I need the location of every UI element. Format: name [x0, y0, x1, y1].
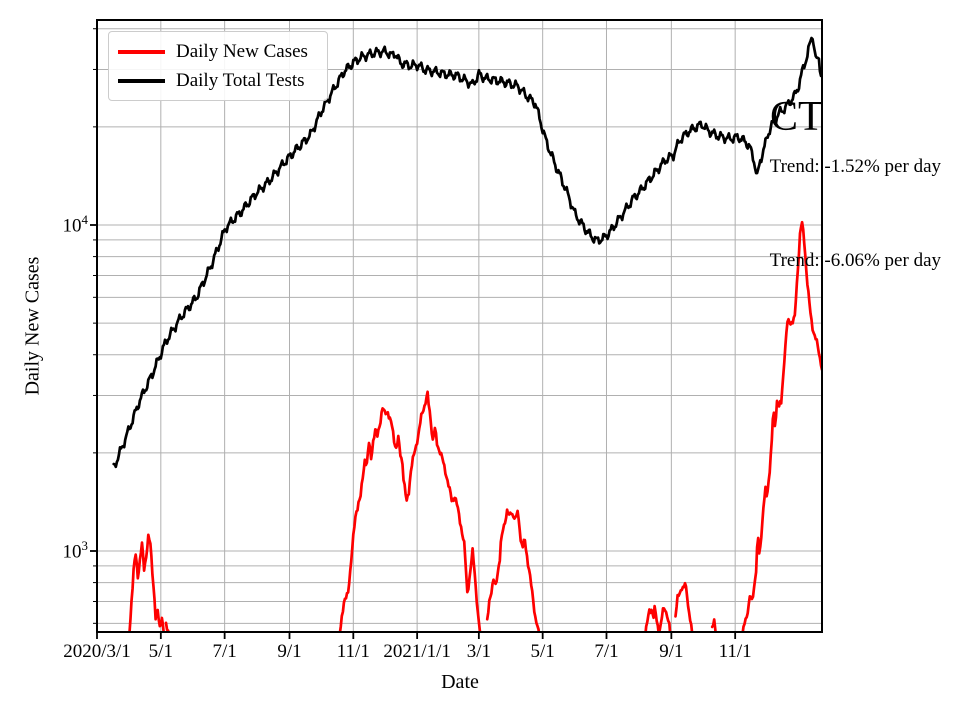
- x-tick-label: 5/1: [148, 641, 173, 662]
- legend-item-tests: Daily Total Tests: [109, 71, 327, 90]
- x-axis-label: Date: [441, 671, 479, 693]
- tests-line-swatch: [118, 78, 165, 83]
- x-tick-label: 3/1: [466, 641, 491, 662]
- x-tick-label: 7/1: [594, 641, 619, 662]
- y-tick-label: 104: [62, 212, 88, 237]
- x-tick-label: 5/1: [530, 641, 555, 662]
- region-label: CT: [770, 94, 824, 140]
- x-tick-label: 7/1: [212, 641, 237, 662]
- x-tick-label: 2020/3/1: [63, 641, 131, 662]
- legend-item-cases: Daily New Cases: [109, 42, 327, 61]
- x-tick-label: 9/1: [277, 641, 302, 662]
- x-tick-label: 11/1: [718, 641, 752, 662]
- y-tick-label: 103: [62, 538, 88, 563]
- tests-trend-annotation: Trend: -1.52% per day: [769, 156, 941, 177]
- legend-label-tests: Daily Total Tests: [176, 70, 305, 91]
- legend: Daily New Cases Daily Total Tests: [108, 31, 328, 101]
- x-tick-label: 2021/1/1: [383, 641, 451, 662]
- legend-label-cases: Daily New Cases: [176, 41, 308, 62]
- y-axis-label: Daily New Cases: [21, 256, 44, 396]
- x-tick-label: 9/1: [659, 641, 684, 662]
- x-tick-label: 11/1: [336, 641, 370, 662]
- cases-line-swatch: [118, 49, 165, 54]
- cases-trend-annotation: Trend: -6.06% per day: [769, 250, 941, 271]
